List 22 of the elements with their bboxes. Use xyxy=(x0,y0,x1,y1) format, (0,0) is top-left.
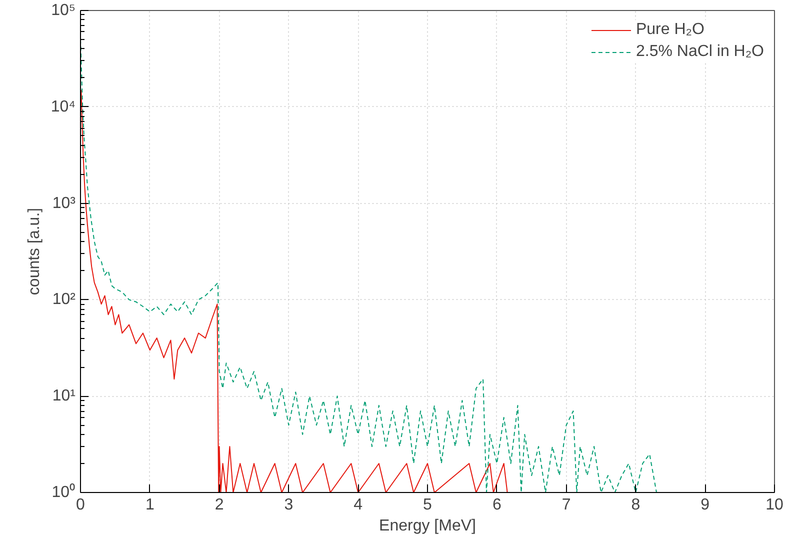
x-tick-label: 10 xyxy=(766,496,784,514)
x-tick-label: 0 xyxy=(76,496,86,514)
legend-label: 2.5% NaCl in H₂O xyxy=(636,43,764,61)
x-tick-label: 4 xyxy=(354,496,363,514)
x-tick-label: 1 xyxy=(145,496,154,514)
legend-label: Pure H₂O xyxy=(636,21,704,39)
x-tick-label: 2 xyxy=(214,496,224,514)
x-tick-label: 7 xyxy=(562,496,571,514)
x-tick-label: 6 xyxy=(492,496,502,514)
x-tick-label: 8 xyxy=(631,496,640,514)
line-series xyxy=(80,89,508,492)
x-axis-title: Energy [MeV] xyxy=(379,518,476,534)
y-axis-title: counts [a.u.] xyxy=(26,208,43,296)
y-tick-label: 10⁴ xyxy=(50,98,76,116)
x-tick-label: 5 xyxy=(423,496,432,514)
y-tick-label: 10⁰ xyxy=(52,483,76,501)
x-tick-label: 9 xyxy=(700,496,710,514)
y-tick-label: 10¹ xyxy=(52,388,76,405)
y-tick-label: 10³ xyxy=(52,194,76,212)
y-tick-label: 10⁵ xyxy=(51,2,76,19)
y-tick-label: 10² xyxy=(52,291,76,308)
x-tick-label: 3 xyxy=(284,496,294,514)
